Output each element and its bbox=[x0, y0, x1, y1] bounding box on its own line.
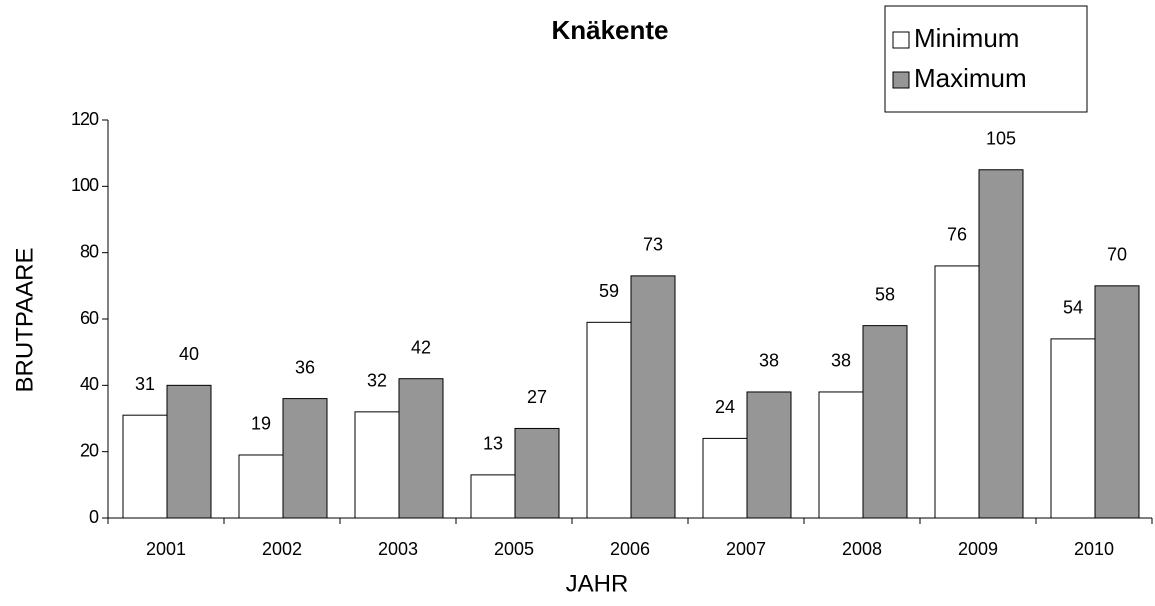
data-label: 40 bbox=[179, 344, 199, 364]
y-tick-label: 120 bbox=[71, 109, 99, 129]
bar bbox=[470, 474, 516, 519]
x-tick-label: 2003 bbox=[378, 539, 418, 559]
bar bbox=[1094, 285, 1140, 519]
y-tick-label: 100 bbox=[71, 175, 99, 195]
legend-swatch bbox=[892, 31, 910, 49]
bar bbox=[934, 265, 980, 519]
data-label: 73 bbox=[643, 235, 663, 255]
x-tick-label: 2008 bbox=[842, 539, 882, 559]
x-tick-label: 2010 bbox=[1074, 539, 1114, 559]
x-tick-label: 2007 bbox=[726, 539, 766, 559]
bar bbox=[1050, 338, 1096, 519]
x-tick-label: 2009 bbox=[958, 539, 998, 559]
data-label: 31 bbox=[135, 374, 155, 394]
bar bbox=[862, 325, 908, 519]
data-label: 36 bbox=[295, 357, 315, 377]
data-label: 76 bbox=[947, 225, 967, 245]
data-label: 42 bbox=[411, 337, 431, 357]
y-tick-label: 60 bbox=[80, 308, 99, 328]
data-label: 38 bbox=[759, 351, 779, 371]
x-tick-label: 2005 bbox=[494, 539, 534, 559]
data-label: 13 bbox=[483, 434, 503, 454]
bar bbox=[282, 398, 328, 519]
bar bbox=[514, 427, 560, 519]
x-tick-label: 2006 bbox=[610, 539, 650, 559]
bar bbox=[978, 169, 1024, 519]
bar bbox=[702, 437, 748, 519]
x-tick-label: 2001 bbox=[146, 539, 186, 559]
data-label: 19 bbox=[251, 414, 271, 434]
legend-label: Maximum bbox=[914, 63, 1027, 93]
chart-title: Knäkente bbox=[551, 15, 668, 45]
bar bbox=[122, 414, 168, 519]
bar bbox=[630, 275, 676, 519]
data-label: 24 bbox=[715, 397, 735, 417]
y-tick-label: 20 bbox=[80, 440, 99, 460]
bar bbox=[818, 391, 864, 519]
data-label: 70 bbox=[1107, 245, 1127, 265]
y-axis-label: BRUTPAARE bbox=[11, 248, 38, 393]
bar bbox=[586, 321, 632, 519]
y-tick-label: 40 bbox=[80, 374, 99, 394]
data-label: 105 bbox=[986, 129, 1016, 149]
data-label: 54 bbox=[1063, 298, 1083, 318]
bar bbox=[354, 411, 400, 519]
data-label: 32 bbox=[367, 371, 387, 391]
x-axis-label: JAHR bbox=[566, 570, 629, 597]
legend-label: Minimum bbox=[914, 23, 1019, 53]
x-tick-label: 2002 bbox=[262, 539, 302, 559]
bar bbox=[238, 454, 284, 519]
legend-swatch bbox=[892, 71, 910, 89]
data-label: 58 bbox=[875, 284, 895, 304]
y-tick-label: 0 bbox=[89, 507, 99, 527]
data-label: 38 bbox=[831, 351, 851, 371]
bar bbox=[746, 391, 792, 519]
bar bbox=[166, 384, 212, 519]
y-tick-label: 80 bbox=[80, 241, 99, 261]
legend-box bbox=[884, 5, 1088, 113]
bar bbox=[398, 378, 444, 519]
data-label: 59 bbox=[599, 281, 619, 301]
data-label: 27 bbox=[527, 387, 547, 407]
